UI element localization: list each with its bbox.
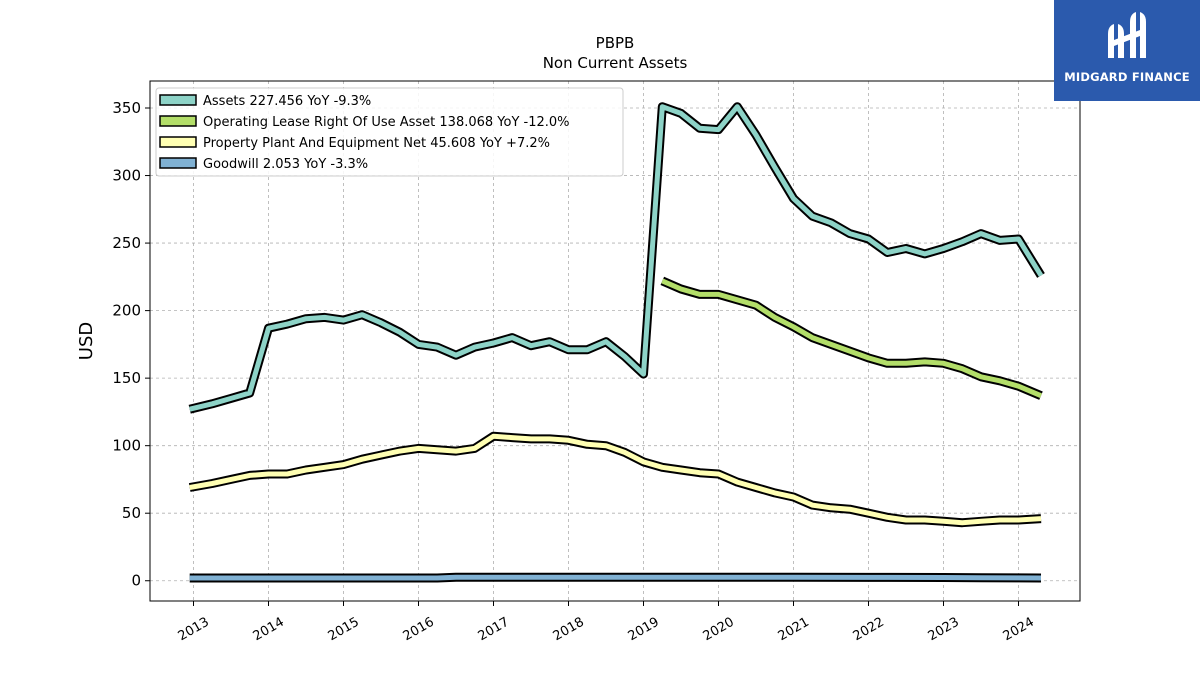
- y-tick-label: 250: [112, 234, 141, 252]
- x-tick-label: 2017: [476, 615, 512, 645]
- x-tick-label: 2021: [776, 615, 812, 645]
- legend-entry: Assets 227.456 YoY -9.3%: [203, 94, 371, 109]
- x-tick-label: 2023: [926, 615, 962, 645]
- x-tick-label: 2016: [401, 615, 437, 645]
- series-fill: [661, 278, 1042, 399]
- y-axis-label: USD: [76, 322, 97, 360]
- y-tick-label: 150: [112, 369, 141, 387]
- x-tick-label: 2024: [1001, 615, 1037, 645]
- x-tick-label: 2013: [176, 615, 212, 645]
- legend-entry: Goodwill 2.053 YoY -3.3%: [203, 157, 368, 172]
- legend-swatch: [159, 136, 197, 148]
- x-tick-label: 2014: [251, 615, 287, 645]
- series-fill: [189, 104, 1044, 412]
- y-tick-label: 300: [112, 167, 141, 185]
- legend-box: [155, 87, 624, 177]
- legend: Assets 227.456 YoY -9.3% Operating Lease …: [155, 87, 624, 177]
- legend-entry: Operating Lease Right Of Use Asset 138.0…: [203, 115, 570, 130]
- legend-swatch: [159, 94, 197, 106]
- x-tick-label: 2020: [701, 615, 737, 645]
- series-fill: [189, 433, 1042, 526]
- y-tick-label: 100: [112, 437, 141, 455]
- x-axis: 2013 2014 2015 2016 2017 2018 2019 2020 2021 2022…: [176, 601, 1037, 644]
- midgard-finance-logo: MIDGARD FINANCE: [1054, 0, 1200, 101]
- y-tick-label: 0: [131, 572, 141, 590]
- series-fill: [189, 574, 1042, 581]
- series-line-property-plant-and-equipment-net: [188, 431, 1042, 528]
- x-tick-label: 2022: [851, 615, 887, 645]
- y-tick-label: 200: [112, 302, 141, 320]
- grid: [150, 81, 1080, 601]
- chart-title: PBPB: [596, 34, 635, 52]
- legend-swatch: [159, 115, 197, 127]
- legend-swatch: [159, 157, 197, 169]
- midgard-logo-icon: [1108, 12, 1146, 58]
- legend-entry: Property Plant And Equipment Net 45.608 …: [203, 136, 550, 151]
- x-tick-label: 2019: [626, 615, 662, 645]
- y-tick-label: 50: [122, 504, 141, 522]
- logo-text: MIDGARD FINANCE: [1064, 70, 1190, 84]
- chart-subtitle: Non Current Assets: [543, 54, 688, 72]
- series-line-operating-lease-right-of-use-asset: [660, 276, 1043, 400]
- plot-frame: [149, 80, 1081, 602]
- x-tick-label: 2018: [551, 615, 587, 645]
- y-axis: 0 50 100 150 200 250 300 350: [112, 99, 150, 590]
- x-tick-label: 2015: [326, 615, 362, 645]
- series-line-goodwill: [189, 572, 1042, 583]
- series-line-assets: [188, 102, 1045, 414]
- y-tick-label: 350: [112, 99, 141, 117]
- series-lines: [188, 102, 1045, 583]
